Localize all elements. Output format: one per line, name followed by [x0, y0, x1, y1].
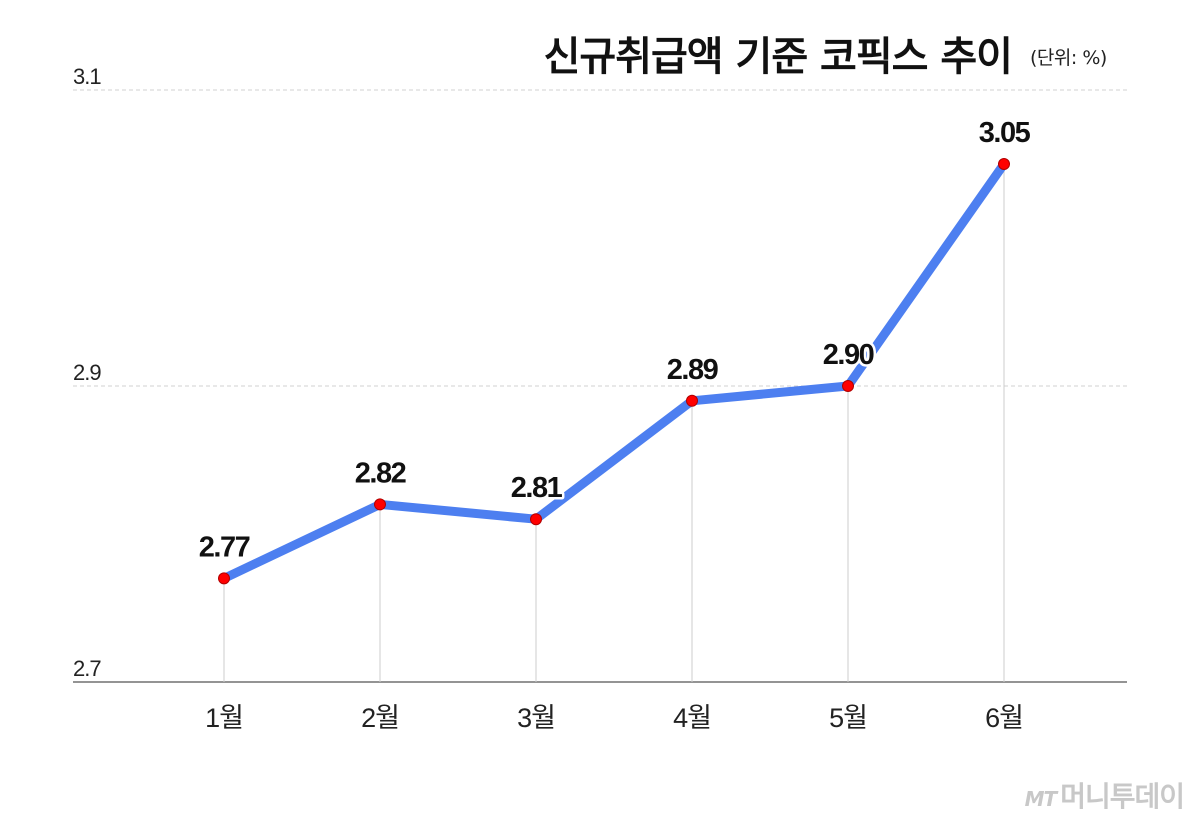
data-point-marker [842, 380, 854, 392]
x-tick-label: 3월 [517, 703, 555, 733]
data-label-halo: 2.89 [667, 354, 719, 386]
data-point-marker [218, 572, 230, 585]
data-label: 3.05 [979, 117, 1031, 149]
data-label-halo: 2.90 [823, 339, 874, 371]
grid-layer [73, 89, 1127, 683]
chart-title: 신규취급액 기준 코픽스 추이 [543, 34, 1013, 80]
data-label: 2.77 [199, 531, 250, 563]
x-tick-label: 1월 [205, 703, 243, 733]
data-label: 2.89 [667, 354, 719, 386]
data-point-marker [998, 158, 1010, 170]
watermark-logo: MT [1024, 787, 1058, 811]
x-ticks-layer: 1월 2월 3월 4월 5월 6월 [205, 703, 1024, 733]
x-tick-label: 2월 [361, 703, 399, 733]
series-line-layer [219, 159, 1009, 583]
data-label: 2.90 [823, 339, 874, 371]
data-labels-layer: 2.772.772.822.82 2.812.812.892.89 2.902.90… [196, 115, 1034, 566]
data-point-marker [530, 513, 542, 526]
watermark-text: 머니투데이 [1060, 780, 1185, 813]
data-label-halo: 2.81 [511, 472, 563, 504]
y-ticks-layer: 2.7 2.9 3.1 [73, 64, 102, 681]
unit-label: (단위: %) [1030, 47, 1107, 69]
y-tick-label: 2.7 [73, 656, 101, 681]
data-label-halo: 2.77 [199, 531, 250, 563]
y-tick-label: 3.1 [73, 64, 101, 89]
watermark: MT 머니투데이 [1024, 775, 1185, 815]
series-line [219, 159, 1009, 583]
x-tick-label: 4월 [673, 703, 711, 733]
data-point-marker [374, 498, 386, 511]
data-label-halo: 2.82 [355, 457, 406, 489]
x-tick-label: 6월 [985, 703, 1023, 733]
data-label-halo: 3.05 [979, 117, 1031, 149]
data-point-marker [686, 394, 698, 407]
data-label: 2.82 [355, 457, 406, 489]
data-label: 2.81 [511, 472, 563, 504]
x-tick-label: 5월 [829, 703, 867, 733]
y-tick-label: 2.9 [73, 360, 101, 385]
markers-layer [218, 158, 1010, 585]
drop-lines-layer [223, 164, 1005, 682]
